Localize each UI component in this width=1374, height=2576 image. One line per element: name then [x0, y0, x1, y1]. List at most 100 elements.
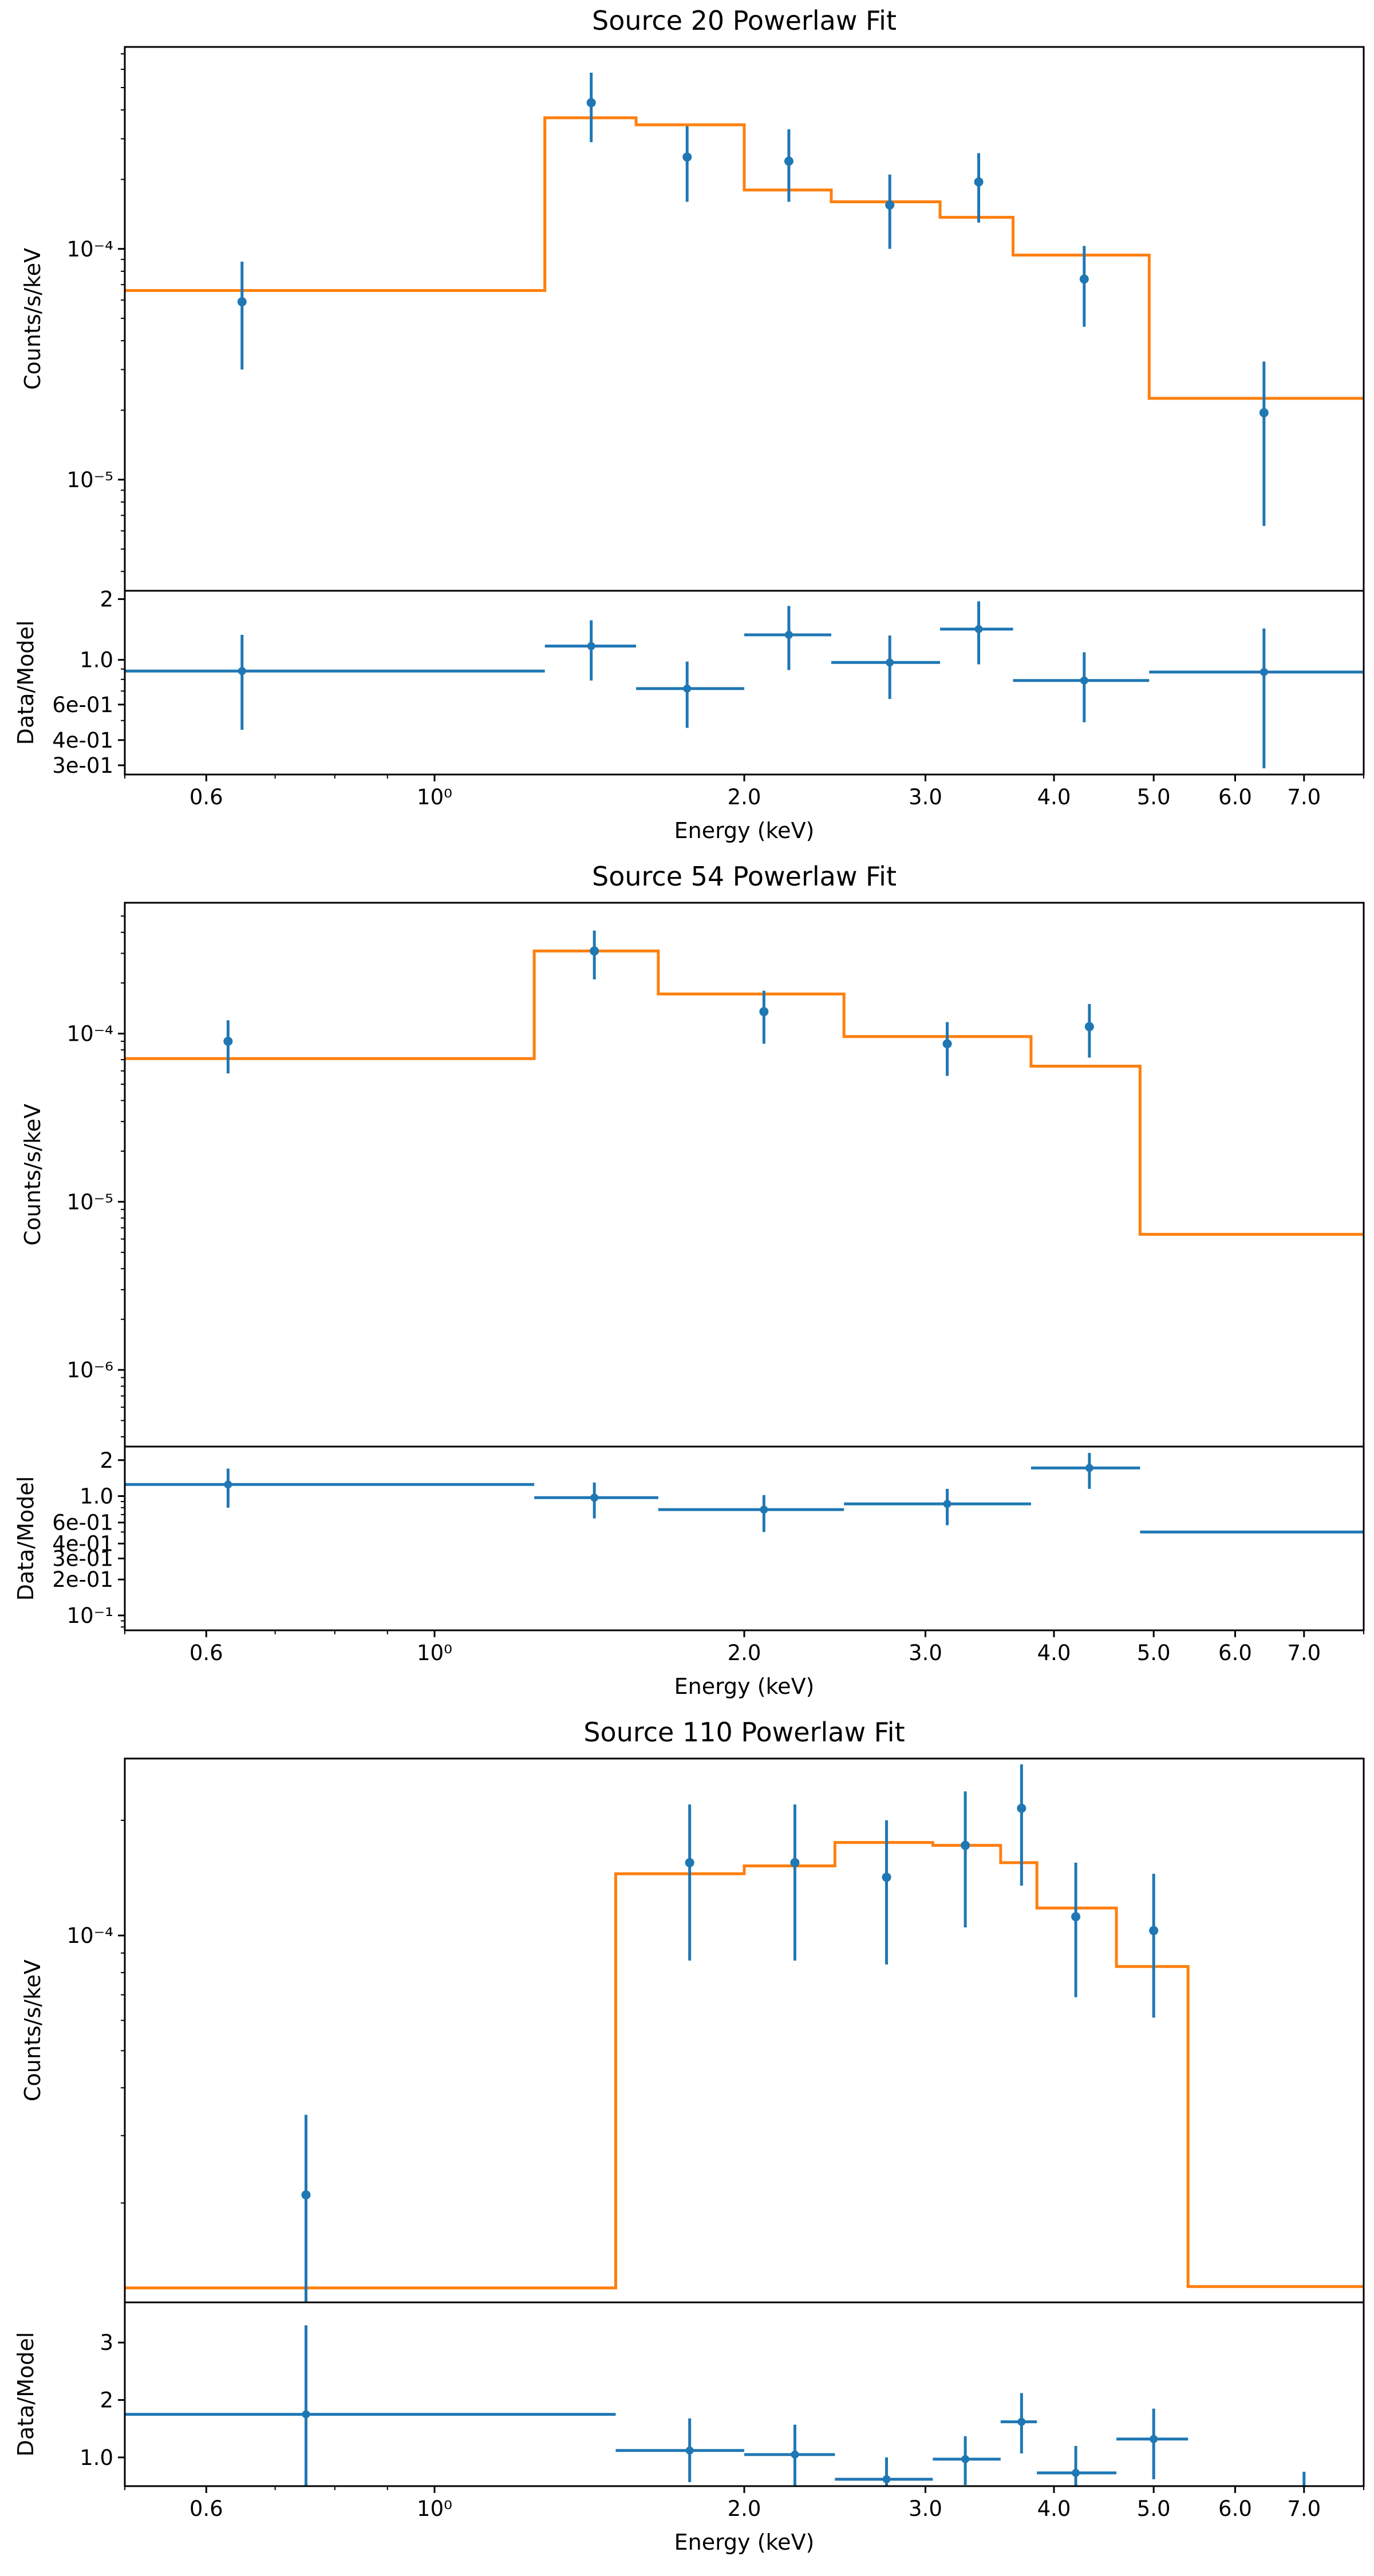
ratio-data-point: [1017, 2417, 1026, 2426]
ratio-axes-frame: [124, 2301, 1365, 2487]
x-tick-label: 7.0: [1287, 785, 1321, 809]
ratio-data-point: [1150, 2435, 1158, 2443]
spectrum-data-point: [1084, 1022, 1094, 1032]
spectrum-data-point: [1071, 1912, 1081, 1922]
spectrum-data-point: [237, 297, 247, 307]
ratio-y-tick-label: 1.0: [80, 2445, 113, 2470]
ratio-y-tick-label: 4e-01: [52, 1531, 113, 1556]
x-tick-label: 4.0: [1037, 1641, 1071, 1665]
ratio-y-axis-label: Data/Model: [13, 1476, 38, 1601]
spectrum-data-point: [590, 946, 599, 956]
spectrum-data-point: [223, 1037, 233, 1046]
x-tick-label: 6.0: [1218, 1641, 1252, 1665]
x-tick-label: 7.0: [1287, 2496, 1321, 2521]
ratio-axes-frame: [124, 590, 1365, 776]
model-step-line: [125, 1841, 1364, 2290]
spectrum-data-point: [682, 152, 692, 162]
ratio-data-point: [224, 1480, 232, 1489]
spectrum-plot-area: [125, 930, 1364, 1236]
ratio-data-point: [974, 625, 983, 633]
ratio-data-point: [683, 684, 692, 693]
x-tick-label: 3.0: [909, 2496, 942, 2521]
ratio-data-point: [886, 658, 894, 667]
spectrum-data-point: [586, 98, 596, 108]
ratio-data-point: [760, 1506, 768, 1514]
x-tick-label: 6.0: [1218, 785, 1252, 809]
ratio-data-point: [685, 2446, 694, 2455]
ratio-y-tick-label: 6e-01: [52, 693, 113, 717]
ratio-y-tick-label: 4e-01: [52, 728, 113, 753]
spectrum-plot-area: [125, 73, 1364, 526]
spectrum-axes-frame: [124, 1757, 1365, 2304]
y-tick-label: 10⁻⁵: [67, 1190, 113, 1214]
ratio-data-point: [590, 1494, 599, 1502]
x-tick-label: 10⁰: [417, 2496, 452, 2521]
ratio-y-tick-label: 1.0: [80, 1484, 113, 1509]
spectrum-y-axis-label: Counts/s/keV: [20, 1959, 45, 2101]
ratio-y-tick-label: 6e-01: [52, 1511, 113, 1535]
spectrum-y-axis-label: Counts/s/keV: [20, 248, 45, 390]
x-tick-label: 10⁰: [417, 1641, 452, 1665]
ratio-y-tick-label: 3e-01: [52, 1546, 113, 1571]
ratio-y-axis-label: Data/Model: [13, 621, 38, 745]
y-tick-label: 10⁻⁴: [67, 1923, 113, 1948]
ratio-plot-area: [125, 2325, 1306, 2486]
y-tick-label: 10⁻⁴: [67, 237, 113, 262]
spectrum-data-point: [784, 156, 793, 166]
x-tick-label: 5.0: [1137, 2496, 1171, 2521]
x-tick-label: 6.0: [1218, 2496, 1252, 2521]
x-tick-label: 4.0: [1037, 785, 1071, 809]
ratio-y-tick-label: 2: [100, 587, 113, 612]
x-tick-label: 0.6: [189, 1641, 223, 1665]
x-tick-label: 7.0: [1287, 1641, 1321, 1665]
spectrum-data-point: [790, 1858, 800, 1867]
ratio-data-point: [302, 2410, 310, 2419]
ratio-y-tick-label: 2: [100, 2388, 113, 2413]
chart-panel-1: Source 20 Powerlaw Fit 10⁻⁴ 10⁻⁵ Counts/s/k…: [13, 5, 1365, 843]
x-axis-label: Energy (keV): [674, 2530, 815, 2555]
ratio-y-tick-label: 10⁻¹: [67, 1603, 113, 1628]
ratio-data-point: [784, 631, 793, 639]
ratio-data-point: [882, 2475, 891, 2483]
ratio-data-point: [1085, 1464, 1093, 1472]
spectrum-data-point: [301, 2190, 311, 2200]
spectrum-axes-frame: [124, 902, 1365, 1448]
ratio-y-axis-label: Data/Model: [13, 2332, 38, 2457]
spectrum-data-point: [882, 1872, 891, 1882]
chart-title: Source 20 Powerlaw Fit: [592, 5, 897, 36]
x-tick-label: 2.0: [728, 2496, 761, 2521]
spectrum-data-point: [759, 1007, 769, 1017]
ratio-plot-area: [125, 1453, 1364, 1534]
spectrum-data-point: [1149, 1926, 1159, 1935]
spectrum-data-point: [685, 1858, 694, 1867]
model-step-line: [125, 116, 1364, 400]
spectrum-data-point: [974, 177, 984, 187]
x-tick-label: 0.6: [189, 2496, 223, 2521]
ratio-y-tick-label: 2e-01: [52, 1567, 113, 1592]
x-tick-label: 2.0: [728, 1641, 761, 1665]
ratio-data-point: [943, 1500, 951, 1508]
x-tick-label: 10⁰: [417, 785, 452, 809]
ratio-data-point: [587, 642, 595, 650]
spectrum-data-point: [942, 1039, 952, 1049]
y-tick-label: 10⁻⁶: [67, 1358, 113, 1382]
spectrum-data-point: [885, 200, 895, 210]
ratio-data-point: [1260, 667, 1268, 676]
chart-title: Source 54 Powerlaw Fit: [592, 861, 897, 892]
ratio-y-tick-label: 3e-01: [52, 753, 113, 778]
ratio-data-point: [1072, 2468, 1080, 2477]
ratio-data-point: [238, 667, 246, 675]
spectrum-plot-area: [125, 1764, 1364, 2302]
x-tick-label: 4.0: [1037, 2496, 1071, 2521]
x-axis-label: Energy (keV): [674, 818, 815, 843]
chart-panel-3: Source 110 Powerlaw Fit 10⁻⁴ Counts/s/keV 3…: [13, 1717, 1365, 2555]
y-tick-label: 10⁻⁵: [67, 468, 113, 492]
x-tick-label: 3.0: [909, 1641, 942, 1665]
x-tick-label: 5.0: [1137, 785, 1171, 809]
x-tick-label: 0.6: [189, 785, 223, 809]
chart-panel-2: Source 54 Powerlaw Fit 10⁻⁴ 10⁻⁵ 10⁻⁶ Counts…: [13, 861, 1365, 1699]
ratio-plot-area: [125, 601, 1364, 769]
spectrum-data-point: [1017, 1803, 1026, 1813]
ratio-data-point: [791, 2450, 799, 2459]
